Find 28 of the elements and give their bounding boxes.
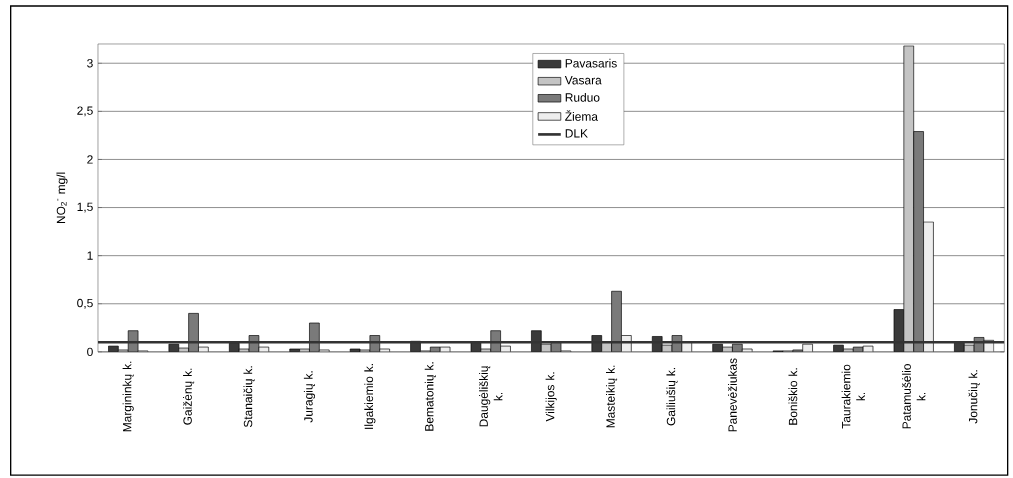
y-axis-title: NO$_{2}$$^{-}$ mg/l (56, 172, 68, 224)
legend-label: Pavasaris (565, 58, 617, 68)
y-tick-label: 0 (87, 347, 93, 357)
x-tick-label: Margininkų k. (122, 361, 134, 432)
legend-label: Ruduo (565, 93, 600, 102)
y-tick-label: 0,5 (77, 298, 93, 309)
y-tick-label: 3 (87, 59, 93, 68)
y-tick-label: 1,5 (77, 202, 93, 213)
x-tick-label: Daugėliškių k. (479, 366, 503, 427)
x-tick-label: Gaižėnų k. (183, 368, 195, 425)
x-tick-label: Boniškio k. (788, 368, 798, 425)
y-tick-label: 2,5 (77, 106, 93, 117)
legend-label: DLK (565, 129, 588, 138)
x-tick-label: Taurakiemio k. (841, 364, 865, 429)
x-tick-label: Jonučių k. (968, 370, 980, 424)
x-tick-label: Gailiušių k. (666, 368, 678, 426)
x-tick-label: Juragių k. (303, 371, 316, 423)
x-tick-label: Masteikių k. (606, 365, 618, 428)
y-tick-label: 1 (87, 251, 93, 260)
legend-label: Vasara (564, 76, 602, 85)
x-tick-label: Vilkijos k. (545, 372, 557, 422)
x-tick-label: Panevėžiukas (728, 358, 737, 432)
x-tick-label: Patamušėlio k. (902, 364, 926, 429)
x-tick-label: Bematonių k. (424, 362, 436, 431)
y-tick-label: 2 (87, 155, 93, 164)
legend-label: Žiema (565, 110, 598, 121)
x-tick-label: Stanaičių k. (243, 366, 255, 428)
x-tick-label: Ilgakiemio k. (364, 364, 376, 429)
